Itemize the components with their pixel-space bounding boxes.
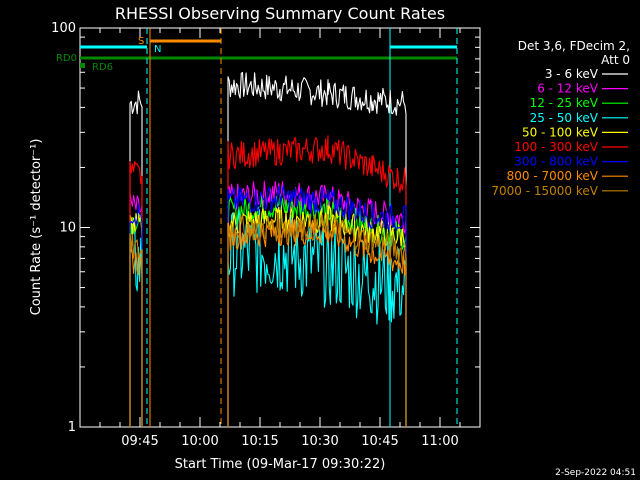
series-line: [129, 161, 143, 427]
legend-entry: 50 - 100 keV: [522, 125, 599, 139]
series-line: [129, 233, 143, 427]
legend-entry: 300 - 800 keV: [514, 155, 598, 169]
y-tick-label: 10: [59, 221, 76, 236]
series-line: [227, 217, 407, 427]
series-line: [227, 208, 407, 427]
legend-header-line1: Det 3,6, FDecim 2,: [518, 39, 630, 53]
y-tick-label: 100: [51, 21, 76, 36]
series-line: [227, 180, 407, 427]
series-line: [129, 203, 143, 427]
series-line: [227, 71, 407, 427]
x-tick-label: 10:00: [181, 434, 218, 449]
legend-entry: 6 - 12 keV: [537, 82, 599, 96]
series-line: [129, 193, 143, 427]
x-tick-label: 11:00: [421, 434, 458, 449]
legend-entry: 100 - 300 keV: [514, 140, 598, 154]
legend-entry: 12 - 25 keV: [530, 96, 599, 110]
legend-entry: 7000 - 15000 keV: [491, 184, 598, 198]
series-line: [129, 218, 143, 427]
night-flag-label: N: [154, 44, 161, 55]
saa-flag-label: S: [138, 36, 144, 47]
series-line: [129, 90, 143, 427]
legend-header-line2: Att 0: [601, 53, 630, 67]
legend-entry: 25 - 50 keV: [530, 111, 599, 125]
rd6-flag-marker: [80, 63, 85, 68]
x-axis-label: Start Time (09-Mar-17 09:30:22): [175, 457, 386, 472]
rd6-flag-label: RD6: [92, 62, 113, 73]
y-axis-label: Count Rate (s⁻¹ detector⁻¹): [29, 139, 44, 316]
legend-entry: 800 - 7000 keV: [507, 169, 599, 183]
legend-entry: 3 - 6 keV: [545, 67, 599, 81]
series-line: [227, 213, 407, 427]
x-tick-label: 10:45: [361, 434, 398, 449]
x-tick-label: 09:45: [121, 434, 158, 449]
y-tick-label: 1: [68, 420, 76, 435]
footer-date: 2-Sep-2022 04:51: [555, 468, 636, 478]
series-line: [227, 135, 407, 427]
rd0-flag-label: RD0: [56, 53, 77, 64]
x-tick-label: 10:30: [301, 434, 338, 449]
series-line: [227, 184, 407, 427]
chart-title: RHESSI Observing Summary Count Rates: [115, 4, 445, 23]
x-tick-label: 10:15: [241, 434, 278, 449]
